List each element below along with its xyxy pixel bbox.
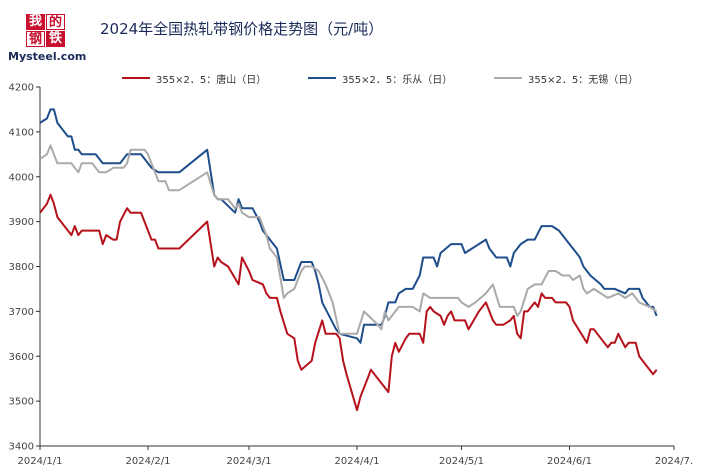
y-tick-label: 3400 — [9, 442, 34, 453]
x-tick-label: 2024/3/1 — [227, 456, 272, 467]
y-tick-label: 4000 — [9, 172, 34, 183]
logo-cell: 的 — [46, 14, 65, 30]
x-tick-label: 2024/7. — [655, 456, 693, 467]
x-tick-label: 2024/6/1 — [547, 456, 592, 467]
logo-wordmark: Mysteel.com — [8, 50, 87, 63]
logo-mark: 我 的 钢 铁 — [26, 14, 66, 48]
legend-label: 355×2．5：唐山（日） — [156, 74, 267, 86]
legend-swatch — [308, 77, 336, 79]
y-tick-label: 3900 — [9, 217, 34, 228]
legend-swatch — [122, 77, 150, 79]
logo-cell: 铁 — [46, 31, 65, 47]
y-tick-label: 4200 — [9, 83, 34, 94]
legend-item-tangshan: 355×2．5：唐山（日） — [122, 70, 266, 86]
y-tick-label: 3700 — [9, 307, 34, 318]
legend-item-lecong: 355×2．5：乐从（日） — [308, 70, 452, 86]
logo-cell: 钢 — [26, 31, 45, 47]
legend-swatch — [494, 77, 522, 79]
x-tick-label: 2024/4/1 — [335, 456, 380, 467]
mysteel-logo: 我 的 钢 铁 Mysteel.com — [8, 14, 92, 64]
y-tick-label: 3500 — [9, 397, 34, 408]
x-tick-label: 2024/5/1 — [439, 456, 484, 467]
y-tick-label: 3800 — [9, 262, 34, 273]
y-tick-label: 4100 — [9, 127, 34, 138]
x-tick-label: 2024/2/1 — [126, 456, 171, 467]
legend-label: 355×2．5：无锡（日） — [528, 74, 639, 86]
series-line-2 — [39, 144, 658, 335]
series-line-1 — [39, 108, 658, 344]
logo-cell: 我 — [26, 14, 45, 30]
y-tick-label: 3600 — [9, 352, 34, 363]
chart-title: 2024年全国热轧带钢价格走势图（元/吨） — [100, 20, 384, 38]
series-line-0 — [39, 193, 658, 412]
legend-item-wuxi: 355×2．5：无锡（日） — [494, 70, 638, 86]
x-tick-label: 2024/1/1 — [18, 456, 63, 467]
legend-label: 355×2．5：乐从（日） — [342, 74, 453, 86]
